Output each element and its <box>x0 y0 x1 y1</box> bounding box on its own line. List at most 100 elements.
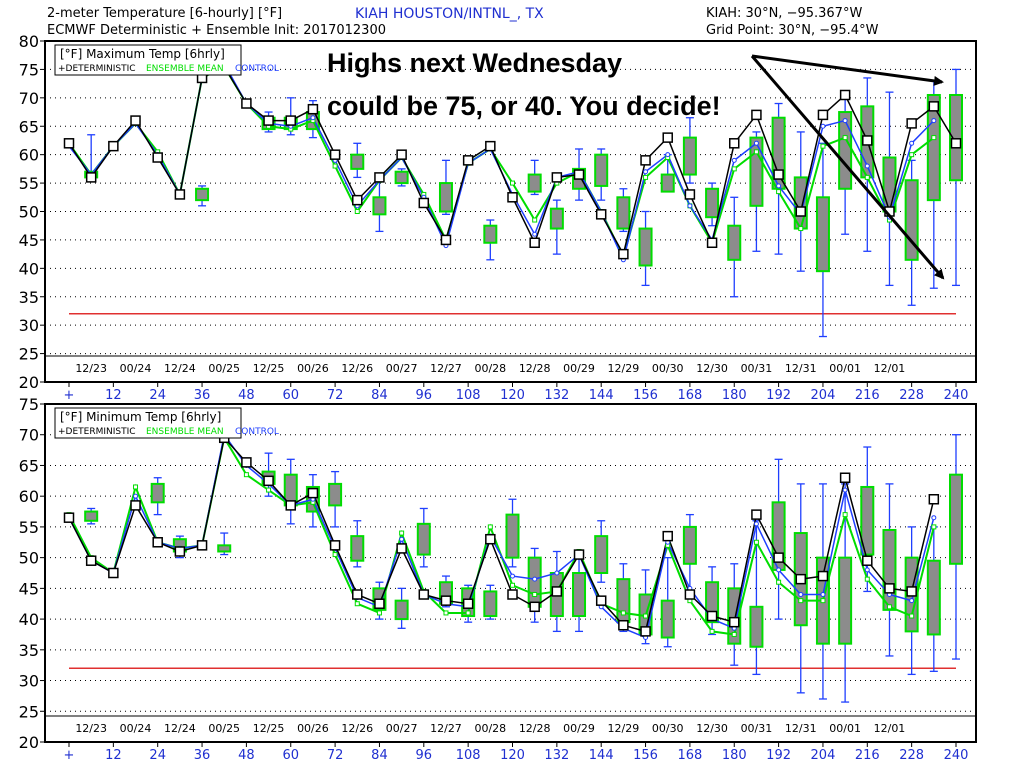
x-tick-label: 180 <box>722 748 747 763</box>
ensemble-mean-point <box>221 64 227 70</box>
control-point <box>753 521 759 527</box>
ensemble-box <box>461 587 476 618</box>
ensemble-mean-point <box>155 149 161 155</box>
y-tick-label: 70 <box>19 89 39 108</box>
date-label: 00/31 <box>741 722 773 735</box>
ensemble-mean-point <box>864 576 870 582</box>
deterministic-point <box>773 169 784 180</box>
ensemble-mean-point <box>443 610 449 616</box>
control-point <box>620 625 626 631</box>
x-tick-label: 120 <box>500 388 525 403</box>
date-label: 12/01 <box>874 362 906 375</box>
control-point <box>288 123 294 129</box>
ensemble-mean-point <box>421 191 427 197</box>
ensemble-box <box>815 196 830 273</box>
control-point <box>221 61 227 67</box>
control-point <box>465 160 471 166</box>
control-point <box>709 616 715 622</box>
ensemble-box <box>84 170 99 179</box>
ensemble-mean-point <box>221 435 227 441</box>
ensemble-box <box>860 485 875 556</box>
legend-control: CONTROL <box>235 427 279 437</box>
ensemble-box <box>594 535 609 574</box>
ensemble-box <box>749 136 764 207</box>
x-tick-label: 12 <box>105 748 122 763</box>
control-point <box>110 570 116 576</box>
control-point <box>354 595 360 601</box>
deterministic-point <box>285 500 296 511</box>
ensemble-box <box>84 510 99 522</box>
deterministic-point <box>85 555 97 566</box>
ensemble-box <box>283 473 298 507</box>
ensemble-mean-point <box>798 226 804 232</box>
y-tick-label: 55 <box>19 518 39 537</box>
ensemble-box <box>616 196 631 230</box>
date-label: 00/30 <box>652 362 684 375</box>
date-label: 00/25 <box>208 722 240 735</box>
y-tick-label: 60 <box>19 146 39 165</box>
deterministic-point <box>751 509 762 520</box>
ensemble-mean-point <box>798 598 804 604</box>
control-point <box>776 567 782 573</box>
date-label: 12/30 <box>696 362 728 375</box>
x-tick-label: 144 <box>589 748 614 763</box>
deterministic-point <box>773 552 784 563</box>
deterministic-point <box>795 206 807 217</box>
deterministic-point <box>440 234 452 246</box>
ensemble-mean-point <box>909 613 915 619</box>
deterministic-point <box>729 138 740 149</box>
deterministic-point <box>352 194 363 206</box>
date-label: 00/31 <box>741 362 773 375</box>
deterministic-point <box>507 589 518 600</box>
control-point <box>709 237 715 243</box>
ensemble-mean-point <box>199 75 205 81</box>
ensemble-mean-line <box>68 435 935 636</box>
ensemble-mean-point <box>909 152 915 158</box>
deterministic-point <box>706 237 718 249</box>
annotation-line-2: could be 75, or 40. You decide! <box>327 91 721 121</box>
control-point <box>243 462 249 468</box>
control-point <box>643 635 649 641</box>
ensemble-mean-point <box>598 209 604 214</box>
deterministic-point <box>174 189 186 200</box>
control-point <box>731 157 737 163</box>
ensemble-box <box>438 581 453 605</box>
ensemble-box <box>949 93 963 182</box>
ensemble-box <box>660 599 675 639</box>
ensemble-box <box>660 173 675 193</box>
ensemble-box <box>616 578 631 624</box>
y-tick-label: 40 <box>19 610 39 629</box>
ensemble-mean-point <box>554 180 560 186</box>
deterministic-point <box>85 172 97 183</box>
date-label: 12/24 <box>164 362 196 375</box>
control-point <box>598 209 604 214</box>
ensemble-mean-point <box>66 512 72 518</box>
deterministic-point <box>640 155 651 166</box>
control-point <box>376 604 382 610</box>
date-label: 12/29 <box>608 362 640 375</box>
control-point <box>753 140 759 146</box>
date-label: 00/01 <box>829 362 861 375</box>
ensemble-mean-point <box>687 598 693 604</box>
ensemble-mean-point <box>110 143 116 149</box>
control-point <box>310 496 316 502</box>
deterministic-point <box>285 115 296 126</box>
deterministic-point <box>529 601 540 613</box>
control-point <box>510 573 515 579</box>
ensemble-box <box>195 187 210 202</box>
ensemble-mean-point <box>753 539 759 545</box>
deterministic-point <box>485 140 496 152</box>
control-point <box>155 152 161 158</box>
control-point <box>110 143 116 149</box>
x-tick-label: 240 <box>944 748 969 763</box>
ensemble-box <box>638 227 653 267</box>
ensemble-box <box>483 224 498 244</box>
ensemble-mean-point <box>133 484 139 490</box>
control-point <box>798 211 804 217</box>
control-point <box>266 481 272 487</box>
ensemble-box <box>394 170 409 185</box>
control-point <box>155 539 161 545</box>
y-tick-label: 20 <box>19 373 39 392</box>
deterministic-point <box>529 237 540 249</box>
ensemble-mean-point <box>66 140 72 146</box>
